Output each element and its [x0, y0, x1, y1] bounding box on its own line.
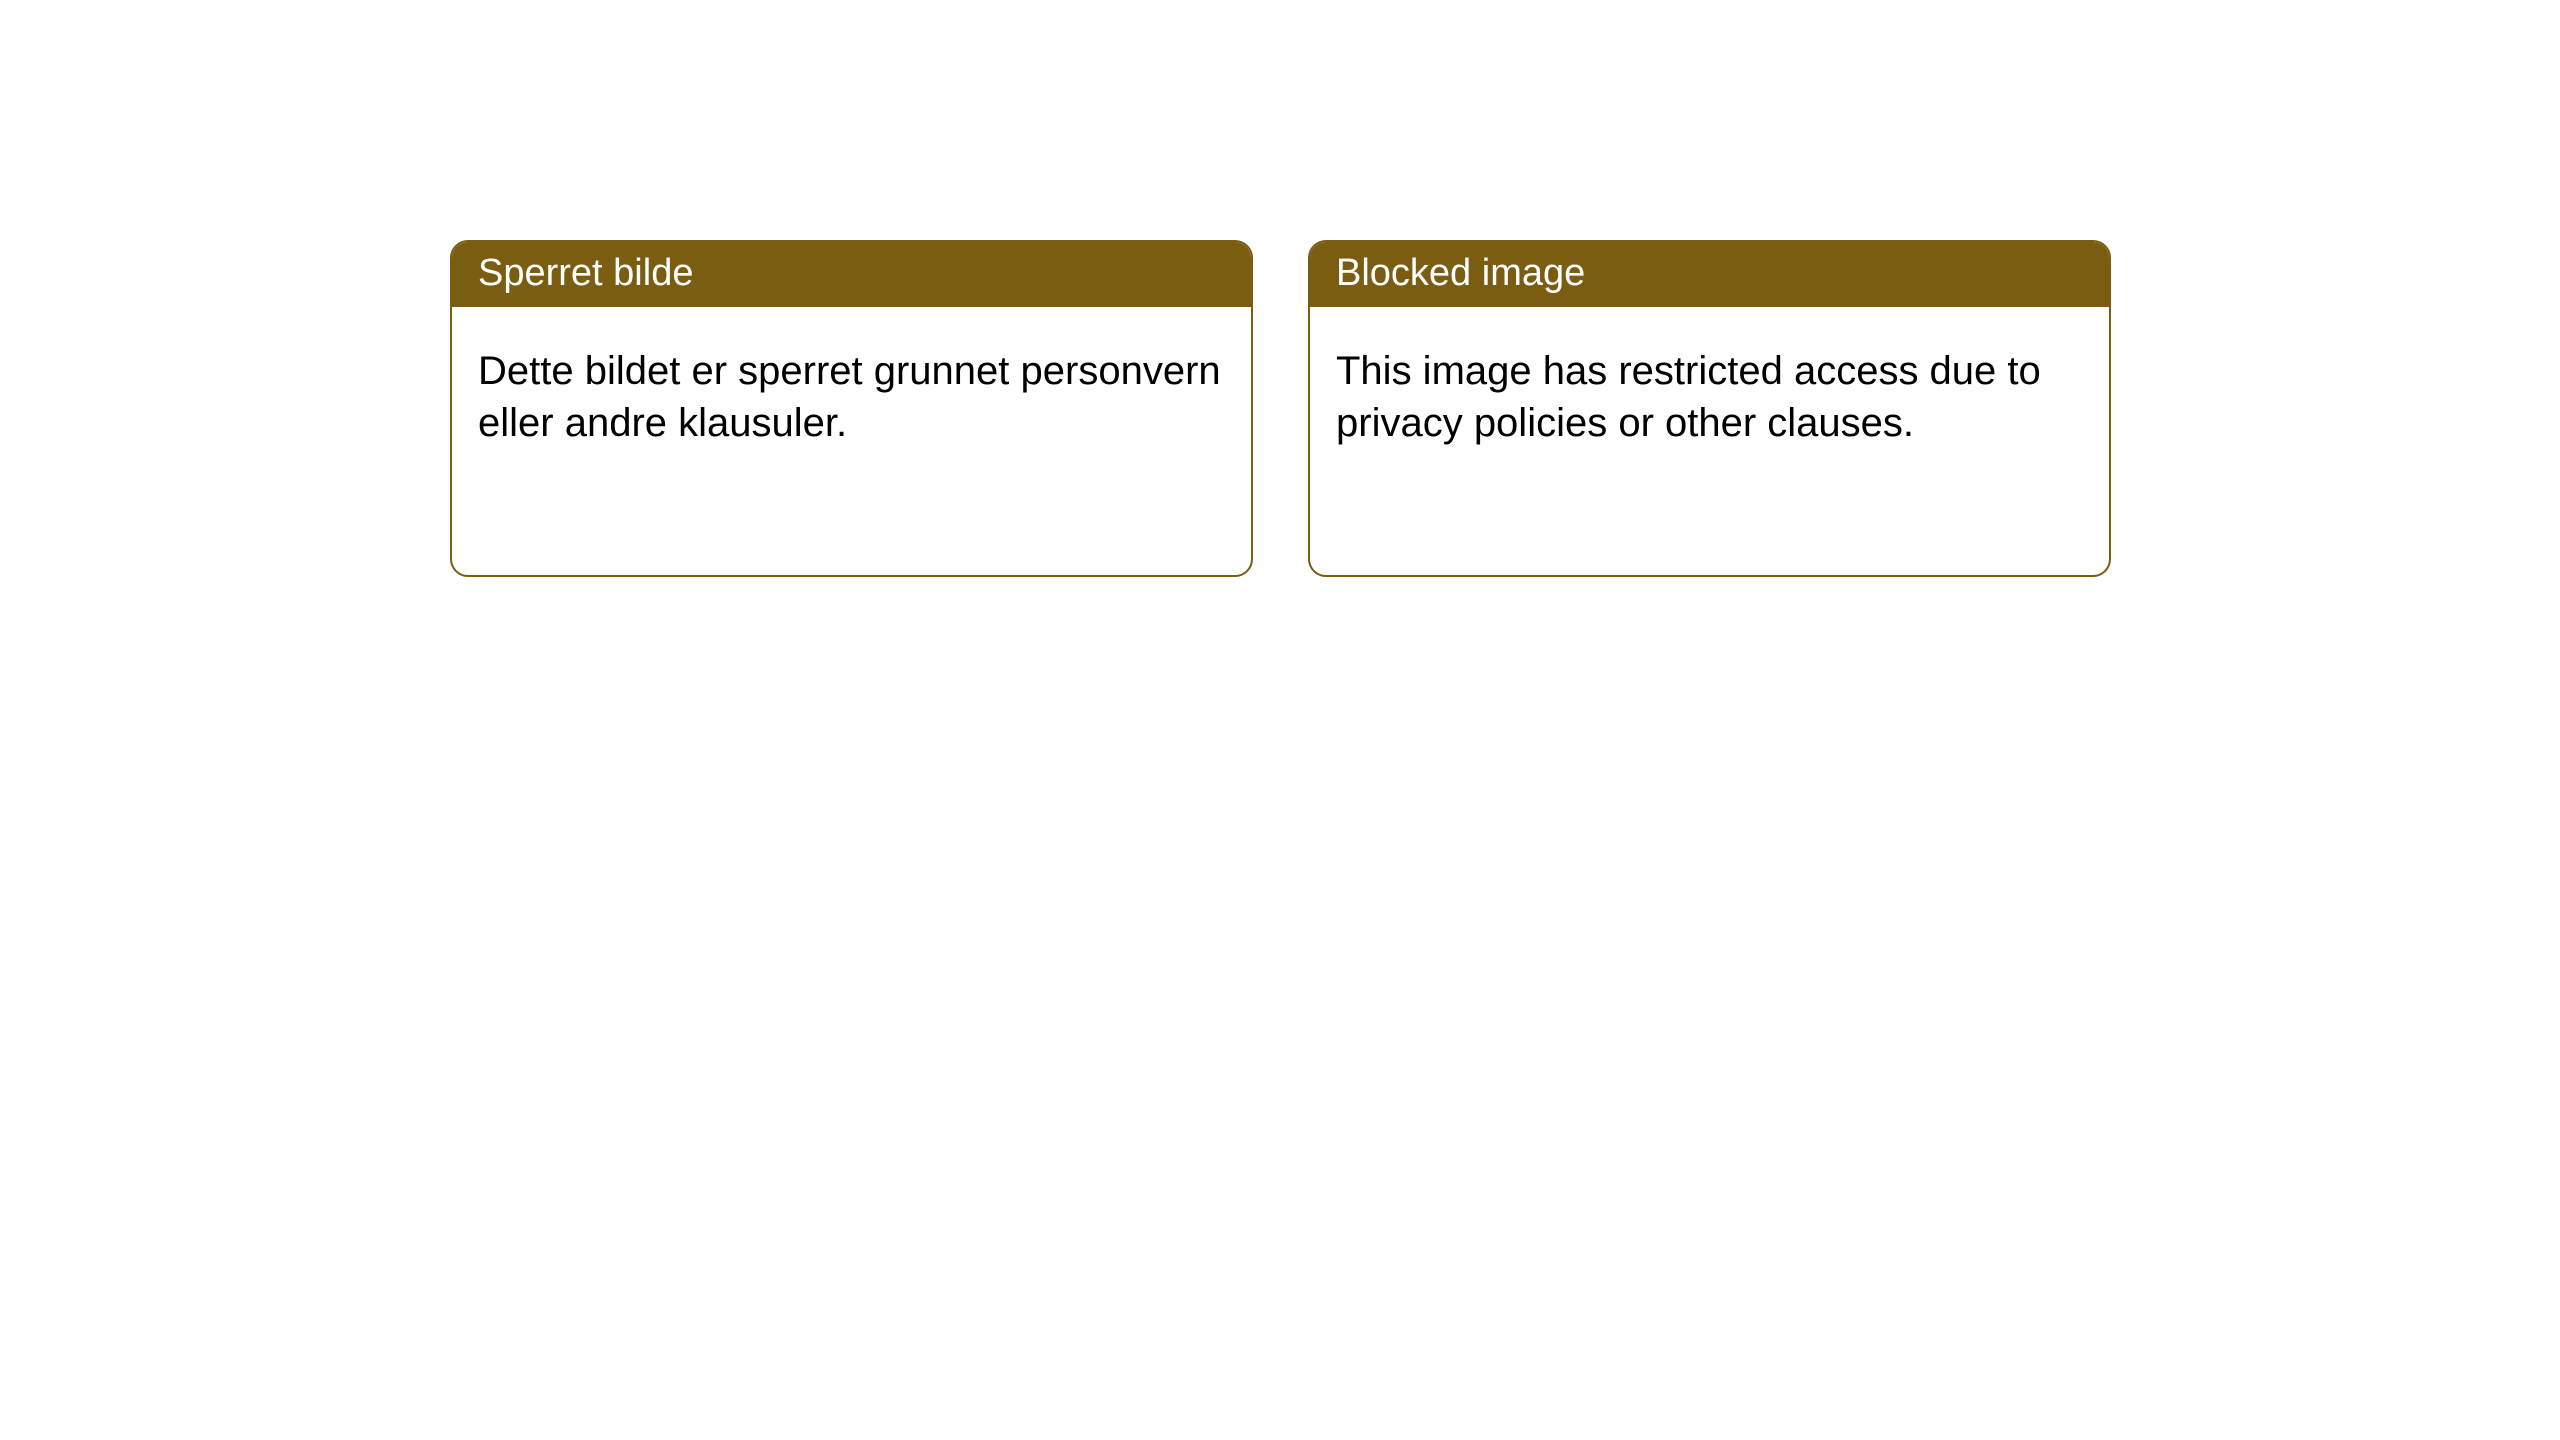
card-header-en: Blocked image — [1310, 242, 2109, 307]
notice-cards-container: Sperret bilde Dette bildet er sperret gr… — [0, 0, 2560, 577]
card-title-en: Blocked image — [1336, 252, 1585, 294]
blocked-image-notice-no: Sperret bilde Dette bildet er sperret gr… — [450, 240, 1253, 577]
card-body-text-en: This image has restricted access due to … — [1336, 349, 2041, 445]
card-body-no: Dette bildet er sperret grunnet personve… — [452, 307, 1251, 475]
card-body-text-no: Dette bildet er sperret grunnet personve… — [478, 349, 1221, 445]
blocked-image-notice-en: Blocked image This image has restricted … — [1308, 240, 2111, 577]
card-header-no: Sperret bilde — [452, 242, 1251, 307]
card-title-no: Sperret bilde — [478, 252, 693, 294]
card-body-en: This image has restricted access due to … — [1310, 307, 2109, 475]
